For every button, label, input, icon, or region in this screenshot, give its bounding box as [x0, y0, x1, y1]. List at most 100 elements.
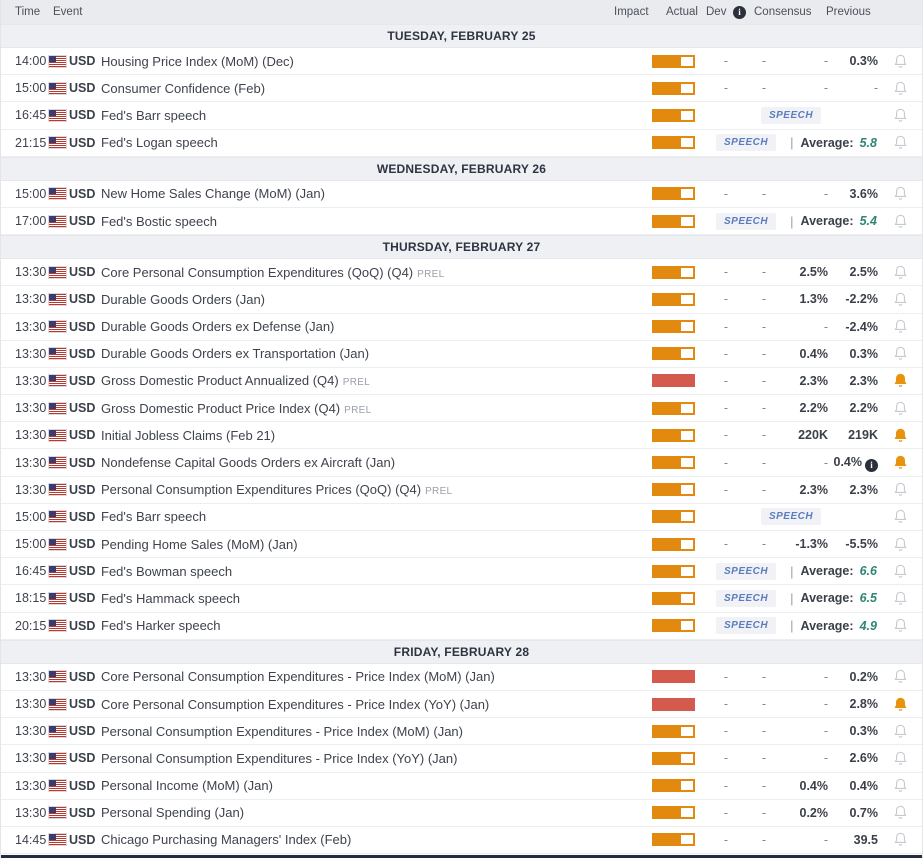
consensus-value: - [766, 722, 828, 740]
event-row[interactable]: 15:00 USD Pending Home Sales (MoM) (Jan) - -… [1, 531, 922, 559]
actual-text: - [723, 319, 728, 334]
alert-bell-button[interactable] [878, 563, 922, 580]
alert-bell-button[interactable] [878, 345, 922, 362]
currency-label: USD [69, 564, 99, 578]
event-row[interactable]: 13:30 USD Personal Consumption Expenditure… [1, 718, 922, 746]
alert-bell-button[interactable] [878, 804, 922, 821]
event-name-text: Core Personal Consumption Expenditures -… [101, 669, 495, 685]
previous-text: 2.3% [849, 482, 879, 497]
previous-value: 2.5% [828, 263, 879, 281]
bell-icon [894, 833, 906, 847]
previous-text: 2.2% [849, 401, 879, 416]
event-row[interactable]: 16:45 USD Fed's Barr speech SPEECH [1, 102, 922, 130]
event-row[interactable]: 13:30 USD Durable Goods Orders (Jan) - - 1.3%… [1, 286, 922, 314]
event-row[interactable]: 14:45 USD Chicago Purchasing Managers' Ind… [1, 826, 922, 855]
alert-bell-button[interactable] [878, 831, 922, 848]
alert-bell-button[interactable] [878, 454, 922, 471]
alert-bell-button[interactable] [878, 427, 922, 444]
event-row[interactable]: 13:30 USD Nondefense Capital Goods Orders … [1, 449, 922, 477]
event-row[interactable]: 13:30 USD Initial Jobless Claims (Feb 21) -… [1, 422, 922, 450]
event-row[interactable]: 13:30 USD Core Personal Consumption Expend… [1, 259, 922, 287]
event-name-text: Personal Consumption Expenditures - Pric… [101, 723, 463, 739]
impact-indicator-medium [652, 833, 695, 847]
event-row[interactable]: 13:30 USD Personal Income (MoM) (Jan) - - 0.4… [1, 772, 922, 800]
us-flag-icon [48, 779, 67, 793]
date-section-header: TUESDAY, FEBRUARY 25 [1, 24, 922, 48]
alert-bell-button[interactable] [878, 508, 922, 525]
event-time-text: 13:30 [15, 428, 47, 443]
event-row[interactable]: 20:15 USD Fed's Harker speech SPEECH | Averag… [1, 612, 922, 640]
event-row[interactable]: 13:30 USD Personal Consumption Expenditure… [1, 745, 922, 773]
bell-icon [894, 805, 906, 820]
alert-bell-button[interactable] [878, 723, 922, 740]
alert-bell-button[interactable] [878, 80, 922, 97]
event-row[interactable]: 14:00 USD Housing Price Index (MoM) (Dec) -… [1, 48, 922, 76]
actual-text: - [723, 186, 728, 201]
actual-text: - [723, 373, 728, 388]
bell-icon [894, 346, 906, 361]
event-row[interactable]: 15:00 USD Consumer Confidence (Feb) - - - - [1, 75, 922, 103]
alert-bell-button[interactable] [878, 777, 922, 794]
bell-icon [894, 482, 906, 496]
previous-value: -2.4% [828, 318, 878, 336]
speech-average-cell: SPEECH | Average: 4.9 [704, 617, 878, 635]
event-row[interactable]: 13:30 USD Gross Domestic Product Price Ind… [1, 395, 922, 423]
previous-value: 2.3% [828, 372, 879, 390]
event-row[interactable]: 15:00 USD New Home Sales Change (MoM) (Jan… [1, 180, 922, 208]
event-row[interactable]: 21:15 USD Fed's Logan speech SPEECH | Average… [1, 129, 922, 157]
alert-bell-button[interactable] [878, 185, 922, 202]
event-name-text: Fed's Harker speech [101, 618, 221, 634]
impact-indicator-medium [652, 292, 695, 306]
bell-icon [894, 697, 906, 711]
alert-bell-button[interactable] [878, 400, 922, 417]
alert-bell-button[interactable] [878, 696, 922, 713]
event-row[interactable]: 13:30 USD Personal Consumption Expenditure… [1, 476, 922, 504]
event-row[interactable]: 18:15 USD Fed's Hammack speech SPEECH | Avera… [1, 585, 922, 613]
us-flag-icon [48, 347, 67, 361]
consensus-text: 0.4% [799, 778, 829, 793]
alert-bell-button[interactable] [878, 481, 922, 498]
consensus-text: - [823, 54, 828, 69]
consensus-text: - [823, 455, 828, 470]
consensus-text: - [823, 832, 828, 847]
speech-badge: SPEECH [716, 589, 777, 607]
bell-icon [894, 537, 906, 551]
alert-bell-button[interactable] [878, 107, 922, 124]
alert-bell-button[interactable] [878, 264, 922, 281]
event-time-text: 13:30 [15, 778, 47, 793]
alert-bell-button[interactable] [878, 668, 922, 685]
alert-bell-button[interactable] [878, 291, 922, 308]
dev-info-icon[interactable]: i [733, 5, 746, 19]
event-row[interactable]: 13:30 USD Durable Goods Orders ex Defense … [1, 313, 922, 341]
previous-info-icon[interactable]: i [865, 458, 878, 472]
event-time-text: 21:15 [15, 135, 47, 150]
event-row[interactable]: 15:00 USD Fed's Barr speech SPEECH [1, 503, 922, 531]
event-row[interactable]: 17:00 USD Fed's Bostic speech SPEECH | Averag… [1, 207, 922, 236]
consensus-text: 0.2% [799, 805, 829, 820]
alert-bell-button[interactable] [878, 590, 922, 607]
alert-bell-button[interactable] [878, 617, 922, 634]
us-flag-icon [48, 724, 67, 738]
bell-icon [894, 428, 906, 442]
alert-bell-button[interactable] [878, 318, 922, 335]
event-row[interactable]: 13:30 USD Core Personal Consumption Expend… [1, 663, 922, 691]
currency-text: USD [69, 724, 96, 739]
event-row[interactable]: 13:30 USD Core Personal Consumption Expend… [1, 690, 922, 719]
column-header-time: Time [15, 6, 41, 18]
alert-bell-button[interactable] [878, 536, 922, 553]
event-row[interactable]: 13:30 USD Gross Domestic Product Annualize… [1, 367, 922, 396]
event-row[interactable]: 13:30 USD Durable Goods Orders ex Transpor… [1, 340, 922, 368]
alert-bell-button[interactable] [878, 53, 922, 70]
previous-value: 2.6% [828, 749, 879, 767]
speech-badge: SPEECH [716, 617, 777, 635]
event-row[interactable]: 13:30 USD Personal Spending (Jan) - - 0.2% 0.7… [1, 799, 922, 827]
actual-value: - [704, 804, 728, 822]
alert-bell-button[interactable] [878, 372, 922, 389]
consensus-value: - [766, 668, 828, 686]
alert-bell-button[interactable] [878, 750, 922, 767]
alert-bell-button[interactable] [878, 134, 922, 151]
alert-bell-button[interactable] [878, 213, 922, 230]
actual-text: - [723, 537, 728, 552]
event-row[interactable]: 16:45 USD Fed's Bowman speech SPEECH | Averag… [1, 558, 922, 586]
